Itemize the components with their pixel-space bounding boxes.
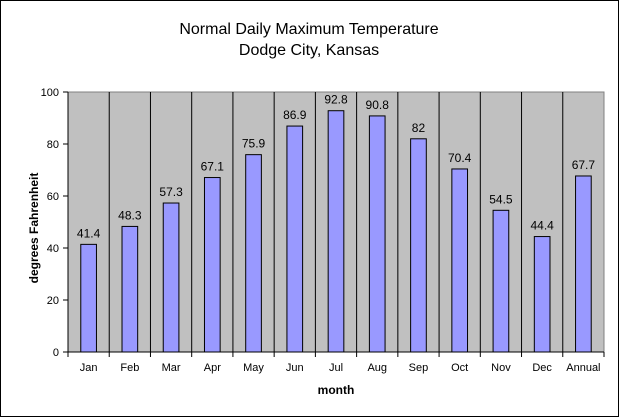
- x-tick-label-jul: Jul: [329, 362, 343, 374]
- data-label-annual: 67.7: [572, 158, 596, 172]
- chart-title: Normal Daily Maximum Temperature: [179, 21, 438, 38]
- y-tick-label: 20: [47, 295, 59, 307]
- x-tick-label-feb: Feb: [120, 362, 139, 374]
- data-label-jan: 41.4: [77, 226, 101, 240]
- bar-nov: [492, 209, 510, 353]
- category-dividers: [108, 92, 564, 352]
- x-tick-label-may: May: [243, 362, 264, 374]
- x-tick-label-annual: Annual: [566, 362, 600, 374]
- data-label-dec: 44.4: [530, 219, 554, 233]
- bar-sep: [410, 138, 427, 353]
- y-tick-label: 80: [47, 139, 59, 151]
- x-tick-label-sep: Sep: [409, 362, 429, 374]
- bar-mar: [162, 202, 180, 353]
- y-tick-label: 0: [53, 347, 59, 359]
- data-label-feb: 48.3: [118, 208, 142, 222]
- data-label-sep: 82: [412, 121, 426, 135]
- data-label-mar: 57.3: [159, 185, 183, 199]
- y-tick-label: 60: [47, 191, 59, 203]
- data-label-nov: 54.5: [489, 192, 513, 206]
- bar-jul: [327, 110, 345, 353]
- data-label-aug: 90.8: [366, 98, 390, 112]
- bar-oct: [451, 168, 469, 353]
- data-label-jun: 86.9: [283, 108, 307, 122]
- bar-dec: [533, 236, 551, 353]
- bar-jun: [286, 125, 304, 353]
- data-label-jul: 92.8: [324, 93, 348, 107]
- x-tick-label-dec: Dec: [532, 362, 552, 374]
- x-tick-label-apr: Apr: [204, 362, 221, 374]
- bar-annual: [575, 175, 592, 353]
- bar-feb: [121, 225, 139, 353]
- data-labels: 41.4 48.3 57.3 67.1 75.9 86.9 92.8 90.8 82 70.4 54…: [77, 93, 595, 241]
- y-tick-label: 40: [47, 243, 59, 255]
- bars: [80, 110, 592, 353]
- x-tick-label-oct: Oct: [451, 362, 468, 374]
- data-label-oct: 70.4: [448, 151, 472, 165]
- x-axis: Jan Feb Mar Apr May Jun Jul Aug Sep Oct Nov Dec Annu…: [67, 351, 605, 374]
- bar-apr: [203, 177, 221, 353]
- x-tick-label-jan: Jan: [80, 362, 98, 374]
- x-tick-label-jun: Jun: [286, 362, 304, 374]
- x-tick-label-aug: Aug: [367, 362, 387, 374]
- bar-may: [245, 154, 262, 353]
- x-axis-title: month: [318, 383, 355, 397]
- data-label-apr: 67.1: [201, 160, 225, 174]
- y-axis-title: degrees Fahrenheit: [27, 173, 41, 284]
- data-label-may: 75.9: [242, 137, 266, 151]
- x-tick-label-nov: Nov: [491, 362, 511, 374]
- x-tick-label-mar: Mar: [162, 362, 181, 374]
- chart-subtitle: Dodge City, Kansas: [239, 42, 379, 59]
- bar-aug: [368, 115, 386, 353]
- y-axis: 0 20 40 60 80 100: [41, 87, 69, 359]
- bar-jan: [80, 243, 97, 353]
- y-tick-label: 100: [41, 87, 59, 99]
